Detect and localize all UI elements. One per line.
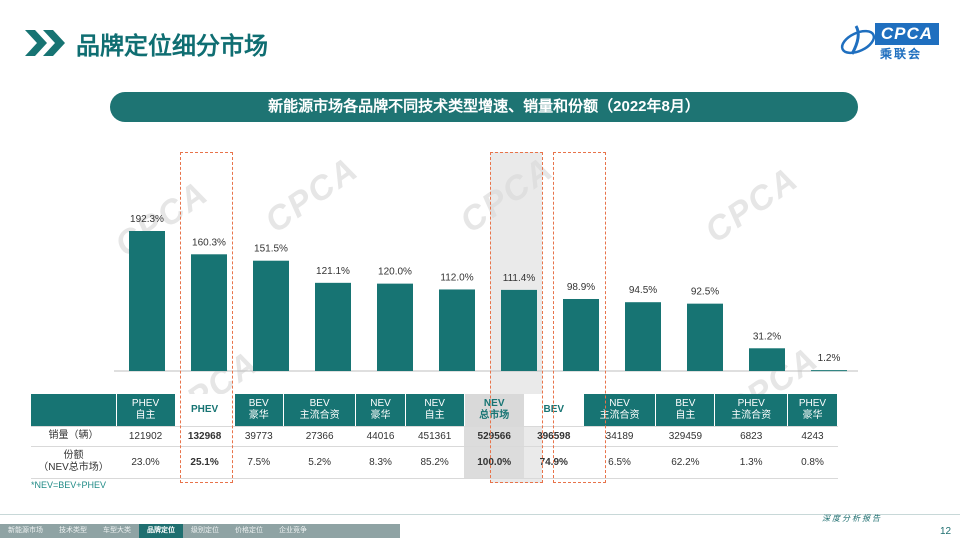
- bar: [439, 289, 475, 371]
- header: 品牌定位细分市场 CPCA 乘联会: [0, 0, 960, 80]
- table-cell: 1.3%: [714, 446, 788, 479]
- bar-value-label: 92.5%: [691, 287, 719, 298]
- section-nav: 新能源市场 技术类型 车型大类 品牌定位 级别定位 价格定位 企业竞争: [0, 524, 400, 538]
- bar: [315, 282, 351, 371]
- table-cell: 6823: [714, 426, 788, 447]
- bar-value-label: 31.2%: [753, 331, 781, 342]
- table-cell: 5.2%: [283, 446, 356, 479]
- bar-value-label: 111.4%: [503, 273, 536, 284]
- category-label: NEV 主流合资: [583, 394, 657, 427]
- table-cell: 121902: [116, 426, 176, 447]
- category-label: BEV 主流合资: [283, 394, 357, 427]
- table-cell: 85.2%: [405, 446, 465, 479]
- table-cell: 132968: [175, 426, 235, 447]
- chart-title-banner: 新能源市场各品牌不同技术类型增速、销量和份额（2022年8月）: [110, 92, 858, 122]
- table-cell: 39773: [234, 426, 284, 447]
- category-label: PHEV 豪华: [787, 394, 839, 427]
- table-cell: 6.5%: [583, 446, 656, 479]
- table-row: 份额 （NEV总市场） 23.0% 25.1% 7.5% 5.2% 8.3% 85.2% 100…: [31, 446, 838, 479]
- bar: [811, 370, 847, 372]
- bar-value-label: 94.5%: [629, 285, 657, 296]
- bar-value-label: 1.2%: [818, 353, 841, 364]
- footer-slogan: 深度分析报告: [822, 514, 882, 523]
- nav-item[interactable]: 新能源市场: [8, 527, 43, 534]
- table-cell: 34189: [583, 426, 656, 447]
- highlight-box-nev-total: [490, 152, 543, 483]
- bar-value-label: 192.3%: [130, 214, 164, 225]
- row-label: 份额 （NEV总市场）: [31, 446, 116, 479]
- bar: [687, 303, 723, 371]
- row-label: 销量（辆）: [31, 426, 116, 447]
- table-cell: 7.5%: [234, 446, 284, 479]
- bar-value-label: 160.3%: [192, 237, 226, 248]
- highlight-box-bev: [553, 152, 606, 483]
- table-cell: 529566: [464, 426, 525, 447]
- table-corner-cell: [31, 394, 117, 427]
- bar: [625, 302, 661, 371]
- bar-value-label: 151.5%: [254, 244, 288, 255]
- bar-value-label: 112.0%: [440, 272, 473, 283]
- table-cell: 8.3%: [355, 446, 406, 479]
- table-cell: 23.0%: [116, 446, 176, 479]
- bar-value-label: 121.1%: [316, 266, 350, 277]
- bar: [749, 348, 785, 371]
- table-cell: 329459: [655, 426, 715, 447]
- table-cell: 451361: [405, 426, 465, 447]
- page-number: 12: [940, 526, 952, 537]
- bar: [129, 231, 165, 371]
- nav-item[interactable]: 企业竞争: [279, 527, 307, 534]
- category-label: NEV 豪华: [355, 394, 406, 427]
- logo-subtext: 乘联会: [880, 47, 923, 61]
- chevron-right-icon: [25, 30, 65, 56]
- bar: [501, 289, 537, 371]
- table-cell: 0.8%: [787, 446, 838, 479]
- footnote: *NEV=BEV+PHEV: [31, 480, 107, 490]
- category-label: NEV 自主: [405, 394, 465, 427]
- table-row: 销量（辆） 121902 132968 39773 27366 44016 451361 52…: [31, 426, 838, 447]
- nav-item[interactable]: 车型大类: [103, 527, 131, 534]
- category-label: PHEV 主流合资: [714, 394, 788, 427]
- category-label: PHEV: [175, 394, 235, 427]
- table-header-row: PHEV 自主 PHEV BEV 豪华 BEV 主流合资 NEV 豪华 NEV 自主 NEV 总市场 BE…: [31, 394, 839, 427]
- page-title: 品牌定位细分市场: [76, 33, 268, 60]
- nav-item[interactable]: 品牌定位: [139, 524, 183, 538]
- category-label: BEV 豪华: [234, 394, 284, 427]
- table-cell: 4243: [787, 426, 838, 447]
- growth-bar-chart: 192.3% 160.3% 151.5% 121.1% 120.0% 112.0% 111.…: [114, 214, 858, 372]
- nav-item[interactable]: 技术类型: [59, 527, 87, 534]
- data-table: PHEV 自主 PHEV BEV 豪华 BEV 主流合资 NEV 豪华 NEV 自主 NEV 总市场 BE…: [31, 394, 839, 479]
- table-cell: 44016: [355, 426, 406, 447]
- category-label: PHEV 自主: [116, 394, 176, 427]
- bar-value-label: 98.9%: [567, 282, 595, 293]
- table-cell: 27366: [283, 426, 356, 447]
- category-label: NEV 总市场: [464, 394, 525, 427]
- table-cell: 62.2%: [655, 446, 715, 479]
- bar: [563, 298, 599, 371]
- cpca-logo-icon: [840, 25, 876, 55]
- nav-item[interactable]: 价格定位: [235, 527, 263, 534]
- bar: [191, 254, 227, 371]
- bar: [253, 260, 289, 371]
- table-cell: 25.1%: [175, 446, 235, 479]
- bar-value-label: 120.0%: [378, 267, 412, 278]
- category-label: BEV 自主: [655, 394, 716, 427]
- table-cell: 100.0%: [464, 446, 525, 479]
- bar: [377, 283, 413, 371]
- highlight-box-phev: [180, 152, 233, 483]
- nav-item[interactable]: 级别定位: [191, 527, 219, 534]
- logo-text: CPCA: [875, 23, 939, 45]
- footer-divider: [0, 514, 960, 515]
